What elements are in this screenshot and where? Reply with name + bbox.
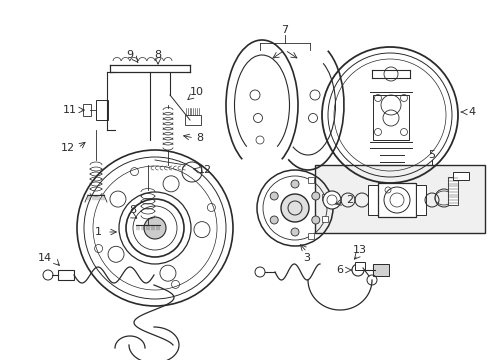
Bar xyxy=(83,104,91,116)
Circle shape xyxy=(270,192,278,200)
Bar xyxy=(354,262,364,270)
Text: 6: 6 xyxy=(336,265,343,275)
Circle shape xyxy=(281,194,308,222)
Text: 11: 11 xyxy=(63,105,77,115)
Bar xyxy=(322,216,327,222)
Bar xyxy=(322,194,327,200)
Bar xyxy=(96,100,108,120)
Text: 5: 5 xyxy=(427,150,435,160)
Text: 2: 2 xyxy=(346,195,353,205)
Text: 7: 7 xyxy=(281,25,288,35)
Bar xyxy=(307,177,313,183)
Bar xyxy=(377,183,415,217)
Bar xyxy=(314,165,484,233)
Text: 8: 8 xyxy=(129,205,136,215)
Text: 4: 4 xyxy=(468,107,475,117)
Text: 12: 12 xyxy=(61,143,75,153)
Bar xyxy=(372,95,408,140)
Circle shape xyxy=(311,192,319,200)
Text: 8: 8 xyxy=(154,50,161,60)
Bar xyxy=(452,172,468,180)
Circle shape xyxy=(311,216,319,224)
Text: 14: 14 xyxy=(38,253,52,263)
Text: 13: 13 xyxy=(352,245,366,255)
Text: 10: 10 xyxy=(190,87,203,97)
Text: 8: 8 xyxy=(196,133,203,143)
Bar xyxy=(415,185,425,215)
Text: 9: 9 xyxy=(126,50,133,60)
Bar xyxy=(367,185,377,215)
Text: 12: 12 xyxy=(198,165,212,175)
Text: 1: 1 xyxy=(94,227,102,237)
Text: 3: 3 xyxy=(303,253,310,263)
Circle shape xyxy=(143,217,165,239)
Circle shape xyxy=(351,264,363,276)
Circle shape xyxy=(290,228,298,236)
Bar xyxy=(184,115,201,125)
Bar xyxy=(447,177,457,205)
Bar xyxy=(307,233,313,239)
Bar xyxy=(372,264,388,276)
Circle shape xyxy=(270,216,278,224)
Circle shape xyxy=(323,191,340,209)
Circle shape xyxy=(290,180,298,188)
Bar xyxy=(58,270,74,280)
